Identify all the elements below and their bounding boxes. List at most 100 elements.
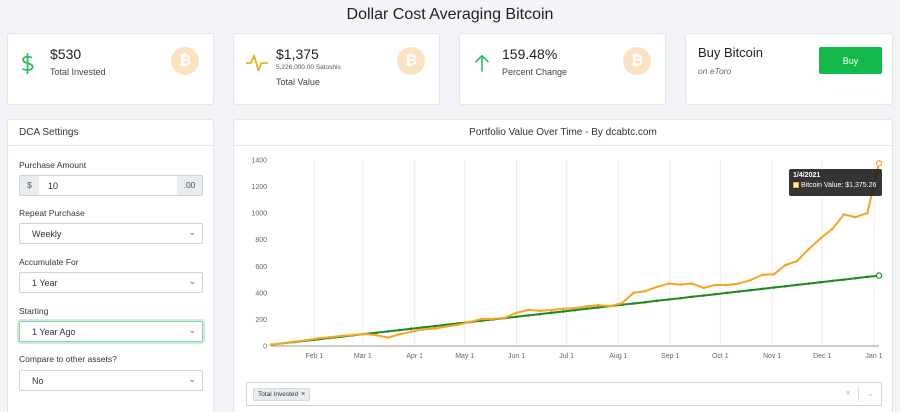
total-invested-point [597,306,600,309]
dollar-icon [22,52,34,75]
bitcoin-icon: ₿ [623,47,651,75]
total-invested-point [854,276,857,280]
total-invested-point [515,315,518,319]
total-invested-point [632,302,635,305]
page-title: Dollar Cost Averaging Bitcoin [346,6,554,23]
buy-button[interactable]: Buy [819,47,882,74]
accumulate-for-value: 1 Year [32,278,58,288]
purchase-amount-label: Purchase Amount [19,160,87,170]
y-tick-label: 1000 [251,211,267,218]
x-tick-label: May 1 [455,353,474,360]
currency-prefix: $ [20,176,39,195]
buy-bitcoin-subtitle: on eToro [698,66,732,76]
bitcoin-value-point [784,263,787,267]
bitcoin-value-point [386,336,390,339]
bitcoin-value-point [702,286,705,290]
bitcoin-value-point [269,343,273,346]
total-value-amount: $1,375 [276,46,319,62]
satoshis-amount: 5,226,000.00 Satoshis [276,64,341,71]
bitcoin-value-point [585,304,588,308]
total-invested-point [690,295,694,299]
chevron-down-icon: ⌄ [188,227,196,237]
total-invested-point [398,328,401,332]
total-invested-point [760,287,764,291]
chevron-down-icon: ⌄ [188,374,196,384]
bitcoin-value-point [562,307,565,310]
bitcoin-value-point [316,337,320,340]
compare-assets-label: Compare to other assets? [19,354,117,364]
total-invested-point [667,298,670,301]
y-tick-label: 1400 [251,158,267,165]
y-tick-label: 0 [263,344,267,351]
tooltip-date: 1/4/2021 [793,172,821,179]
compare-series-select[interactable]: Total Invested × × ⌄ [246,382,882,406]
chevron-down-icon[interactable]: ⌄ [866,388,874,398]
bitcoin-value-point [515,311,518,315]
total-invested-point [725,291,729,295]
starting-value: 1 Year Ago [32,327,76,337]
total-invested-label: Total Invested [50,67,106,77]
percent-change-value: 159.48% [502,46,558,62]
arrow-up-icon [475,54,489,72]
chip-remove-icon[interactable]: × [301,391,306,398]
total-invested-point [819,280,822,284]
purchase-amount-input[interactable]: 10 [48,181,59,191]
y-tick-label: 200 [255,317,267,324]
purchase-amount-field[interactable]: $ 10 .00 [19,175,203,196]
bitcoin-value-point [842,213,846,216]
bitcoin-value-point [410,330,413,333]
clear-icon[interactable]: × [845,388,851,399]
bitcoin-value-point [866,211,869,215]
total-invested-point [433,324,436,328]
x-tick-label: Aug 1 [609,353,627,360]
bitcoin-value-point [339,334,343,338]
bitcoin-value-point [854,215,857,219]
bitcoin-value-point [456,323,460,327]
bitcoin-value-point [830,227,834,231]
compare-assets-select[interactable]: No ⌄ [19,370,203,391]
starting-select[interactable]: 1 Year Ago ⌄ [19,321,203,342]
total-invested-point [550,311,553,315]
x-tick-label: Jun 1 [508,353,525,360]
bitcoin-value-point [550,308,553,312]
y-tick-label: 800 [255,237,267,244]
total-invested-point [842,278,846,281]
total-invested-point [702,294,705,297]
bitcoin-value-point [468,320,472,324]
bitcoin-value-point [351,333,355,337]
x-tick-label: Mar 1 [354,353,372,360]
repeat-purchase-value: Weekly [32,229,62,239]
percent-change-label: Percent Change [502,67,568,77]
accumulate-for-select[interactable]: 1 Year ⌄ [19,272,203,293]
bitcoin-value-point [655,285,659,289]
bitcoin-icon: ₿ [171,47,199,75]
total-invested-point [678,296,682,300]
repeat-purchase-select[interactable]: Weekly ⌄ [19,223,203,244]
total-invested-point [807,282,811,285]
accumulate-for-label: Accumulate For [19,257,79,267]
chart-title: Portfolio Value Over Time - By dcabtc.co… [234,120,892,146]
bitcoin-value-point [819,237,822,240]
total-invested-point [538,312,542,316]
bitcoin-value-point [760,273,764,277]
total-invested-point [643,300,647,304]
x-tick-label: Apr 1 [406,353,423,360]
bitcoin-value-point [807,247,811,251]
chip-label: Total Invested [258,391,299,398]
total-invested-end-point [875,272,883,279]
x-tick-label: Jul 1 [559,353,574,360]
total-invested-point [526,314,530,317]
total-invested-point [374,331,378,335]
portfolio-chart[interactable]: Feb 1 Mar 1 Apr 1 May 1 Jun 1 Jul 1 Aug 1 Sep 1… [234,146,892,376]
y-tick-label: 400 [255,290,267,297]
bitcoin-value-point [503,316,507,320]
bitcoin-value-point [293,340,296,343]
bitcoin-value-point [328,335,331,339]
bitcoin-value-point [573,306,577,310]
bitcoin-value-point [421,328,425,331]
percent-change-card: 159.48% Percent Change ₿ [459,33,666,105]
total-invested-point [421,326,425,329]
total-invested-point [772,286,776,289]
bitcoin-icon: ₿ [397,47,425,75]
bitcoin-value-point [433,327,436,330]
